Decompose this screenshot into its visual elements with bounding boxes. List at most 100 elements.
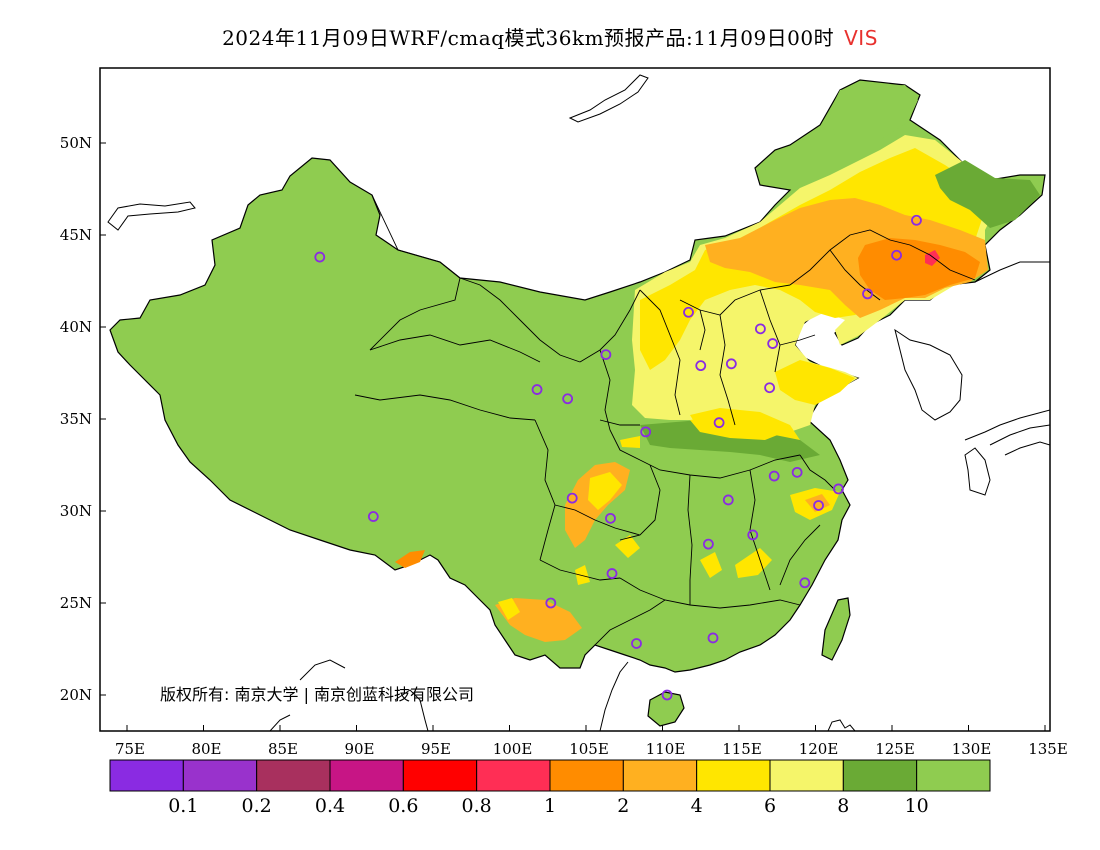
zone-yellow-hubei [700, 552, 722, 578]
station-marker [703, 538, 714, 550]
station-marker [833, 483, 844, 495]
colorbar-label: 10 [905, 795, 929, 817]
colorbar-swatch [769, 759, 844, 792]
map-title: 2024年11月09日WRF/cmaq模式36km预报产品:11月09日00时 V… [0, 22, 1100, 51]
station-marker [631, 638, 642, 649]
colorbar-swatch [402, 759, 478, 792]
station-marker [707, 632, 719, 644]
lon-label: 85E [268, 740, 298, 758]
lat-label: 30N [60, 502, 92, 520]
station-marker [813, 500, 824, 511]
colorbar-swatch [842, 759, 918, 792]
station-marker [661, 689, 673, 701]
colorbar-label: 2 [617, 795, 629, 817]
colorbar-swatch [549, 759, 624, 792]
zone-dark-green-central [640, 420, 820, 462]
zone-yellow-guizhou-2 [575, 565, 590, 585]
copyright-text: 版权所有: 南京大学 | 南京创蓝科技有限公司 [160, 685, 475, 704]
station-marker [640, 426, 652, 438]
title-main: 2024年11月09日WRF/cmaq模式36km预报产品:11月09日00时 [222, 26, 835, 50]
station-marker [545, 597, 557, 609]
lon-label: 75E [115, 740, 145, 758]
station-marker [683, 306, 694, 318]
station-marker [725, 358, 737, 370]
colorbar-swatch [476, 759, 551, 792]
station-marker [768, 470, 780, 482]
lat-label: 20N [60, 686, 92, 704]
lon-label: 90E [344, 740, 374, 758]
lon-label: 115E [722, 740, 762, 758]
lon-label: 135E [1028, 740, 1068, 758]
lon-label: 110E [646, 740, 686, 758]
colorbar-swatch [622, 759, 698, 792]
latitude-axis: 50N 45N 40N 35N 30N 25N 20N [60, 134, 106, 704]
longitude-axis: 75E 80E 85E 90E 95E 100E 105E 110E 115E 120E 125E 1… [115, 725, 1068, 758]
station-marker [314, 251, 326, 263]
station-marker [605, 512, 616, 524]
station-marker [862, 288, 873, 300]
station-marker [531, 384, 543, 395]
zone-green-northeast [830, 85, 918, 150]
station-marker [891, 249, 902, 261]
station-marker [767, 338, 779, 349]
zone-yellow-qinling [620, 436, 640, 448]
title-variable: VIS [844, 26, 878, 50]
station-marker [713, 417, 725, 429]
colorbar-label: 0.1 [168, 795, 198, 817]
lat-label: 45N [60, 226, 92, 244]
station-marker [566, 492, 578, 504]
zone-orange-tibet [395, 550, 425, 568]
lon-label: 100E [493, 740, 533, 758]
colorbar-swatch [182, 759, 258, 792]
station-marker [911, 214, 922, 226]
zone-orange-zhejiang [805, 494, 830, 512]
station-marker [799, 577, 811, 589]
zone-dark-green-northeast [935, 160, 1040, 228]
lon-label: 120E [799, 740, 839, 758]
colorbar-label: 1 [544, 795, 556, 817]
zone-yellow-yunnan [498, 598, 520, 620]
station-marker [367, 511, 379, 522]
lon-label: 80E [191, 740, 221, 758]
lon-label: 105E [569, 740, 609, 758]
zone-yellow-shandong [775, 360, 855, 405]
colorbar-swatch [256, 759, 331, 792]
lat-label: 40N [60, 318, 92, 336]
colorbar-label: 0.8 [462, 795, 492, 817]
colorbar-label: 0.2 [242, 795, 272, 817]
lon-label: 130E [952, 740, 992, 758]
province-boundaries [354, 194, 976, 646]
stations-layer [314, 214, 922, 701]
station-marker [755, 323, 766, 335]
colorbar-swatch [696, 759, 771, 792]
lat-label: 50N [60, 134, 92, 152]
station-marker [695, 360, 707, 372]
lon-label: 95E [421, 740, 451, 758]
hainan-island [647, 691, 685, 727]
colorbar-swatch [329, 759, 404, 792]
station-marker [562, 393, 574, 405]
colorbar-swatch [109, 759, 184, 792]
colorbar-label: 4 [691, 795, 703, 817]
zone-yellow-sichuan [588, 472, 622, 510]
map-area [107, 74, 1050, 731]
lon-label: 125E [875, 740, 915, 758]
map-frame [99, 67, 1051, 732]
station-marker [747, 529, 759, 541]
station-marker [764, 382, 775, 394]
colorbar-label: 8 [837, 795, 849, 817]
lat-label: 35N [60, 410, 92, 428]
colorbar: 0.1 0.2 0.4 0.6 0.8 1 2 4 6 8 10 [109, 759, 991, 817]
zone-yellow-jiangxi [735, 548, 772, 578]
colorbar-label: 0.6 [388, 795, 418, 817]
neighbor-coastlines [107, 74, 1050, 731]
colorbar-label: 6 [764, 795, 776, 817]
station-marker [600, 349, 612, 361]
station-marker [606, 568, 618, 579]
taiwan-island [821, 597, 851, 661]
zone-dark-orange-northeast [858, 238, 980, 300]
colorbar-label: 0.4 [315, 795, 345, 817]
station-marker [791, 466, 803, 478]
lat-label: 25N [60, 594, 92, 612]
